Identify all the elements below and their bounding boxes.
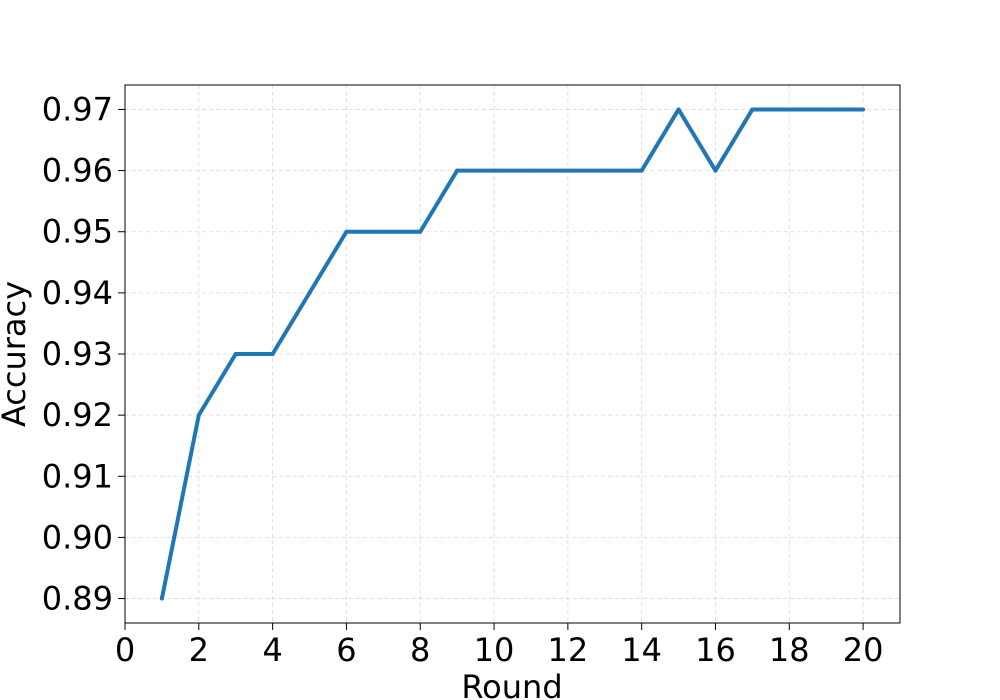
data-point (492, 168, 497, 173)
data-point (344, 229, 349, 234)
grid (124, 85, 900, 623)
data-point (418, 229, 423, 234)
data-point (565, 168, 570, 173)
x-tick-label: 2 (189, 631, 209, 669)
x-tick-label: 8 (410, 631, 430, 669)
y-tick-label: 0.92 (42, 396, 113, 434)
accuracy-series-line (159, 107, 864, 599)
y-tick-label: 0.95 (42, 213, 113, 251)
x-tick-label: 6 (336, 631, 356, 669)
y-tick-label: 0.97 (42, 90, 113, 128)
y-tick-label: 0.94 (42, 274, 113, 312)
y-axis-label: Accuracy (0, 281, 33, 427)
data-point (233, 352, 238, 356)
data-point (307, 290, 312, 295)
data-point (824, 107, 829, 112)
y-tick-label: 0.90 (42, 518, 113, 556)
data-point (455, 168, 460, 173)
y-tick-label: 0.91 (42, 457, 113, 495)
data-point (861, 107, 866, 112)
y-tick-label: 0.89 (42, 580, 113, 618)
x-tick-label: 20 (843, 631, 884, 669)
x-tick-label: 0 (115, 631, 135, 669)
data-point (750, 107, 755, 112)
data-point (602, 168, 607, 173)
y-axis: 0.89 0.90 0.91 0.92 0.93 0.94 0.95 0.96 0.97 (42, 90, 125, 618)
data-point (713, 168, 718, 173)
y-tick-label: 0.93 (42, 335, 113, 373)
x-tick-label: 4 (262, 631, 282, 669)
data-point (159, 596, 164, 601)
data-point (270, 352, 275, 356)
x-tick-label: 10 (474, 631, 515, 669)
data-point (381, 229, 386, 234)
series-layer (159, 107, 866, 601)
data-point (676, 107, 681, 112)
x-tick-label: 12 (547, 631, 588, 669)
x-tick-label: 16 (695, 631, 736, 669)
x-axis-label: Round (461, 668, 562, 700)
data-point (639, 168, 644, 173)
x-tick-label: 14 (621, 631, 662, 669)
x-axis: 0 2 4 6 8 10 12 14 16 18 20 (115, 623, 884, 669)
data-point (528, 168, 533, 173)
data-point (196, 413, 201, 418)
data-point (787, 107, 792, 112)
x-tick-label: 18 (769, 631, 810, 669)
y-tick-label: 0.96 (42, 152, 113, 190)
